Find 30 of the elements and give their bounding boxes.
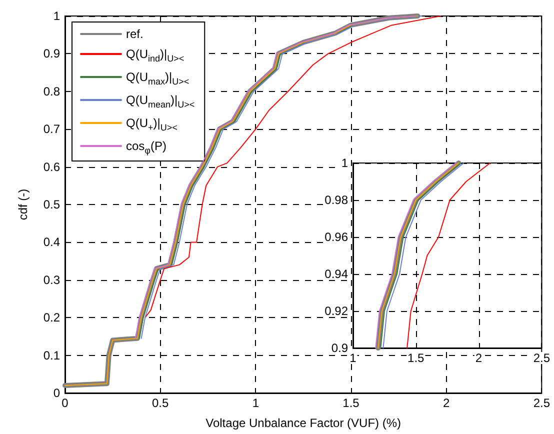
y-tick-label: 0.8 <box>43 84 60 98</box>
x-tick-label: 2 <box>475 351 482 365</box>
x-tick-label: 1 <box>350 351 357 365</box>
y-tick-label: 0 <box>53 386 60 400</box>
x-tick-label: 2.5 <box>533 351 550 365</box>
legend-label: ref. <box>126 27 144 41</box>
x-tick-label: 1.5 <box>408 351 425 365</box>
y-tick-label: 0.4 <box>43 235 60 250</box>
y-tick-label: 0.96 <box>324 230 348 244</box>
y-tick-label: 1 <box>53 9 60 23</box>
y-tick-label: 0.3 <box>43 272 60 287</box>
y-tick-label: 0.9 <box>331 341 348 355</box>
y-tick-label: 0.94 <box>324 267 348 281</box>
y-tick-label: 0.1 <box>43 348 60 362</box>
y-tick-label: 0.92 <box>324 304 348 318</box>
x-tick-label: 1.5 <box>342 396 360 410</box>
y-tick-label: 1 <box>341 156 348 170</box>
x-tick-label: 2 <box>442 396 450 410</box>
y-tick-label: 0.2 <box>43 310 60 325</box>
x-tick-label: 1 <box>252 396 260 410</box>
x-tick-label: 2.5 <box>533 396 550 410</box>
y-tick-label: 0.7 <box>43 122 60 136</box>
y-tick-label: 0.98 <box>324 193 348 207</box>
y-axis-title: cdf (-) <box>16 188 30 220</box>
x-axis-title: Voltage Unbalance Factor (VUF) (%) <box>206 416 402 430</box>
x-tick-label: 0 <box>62 396 69 410</box>
x-tick-label: 0.5 <box>152 396 169 410</box>
y-tick-label: 0.6 <box>43 160 60 174</box>
y-tick-label: 0.9 <box>43 46 60 61</box>
y-tick-label: 0.5 <box>43 198 60 212</box>
